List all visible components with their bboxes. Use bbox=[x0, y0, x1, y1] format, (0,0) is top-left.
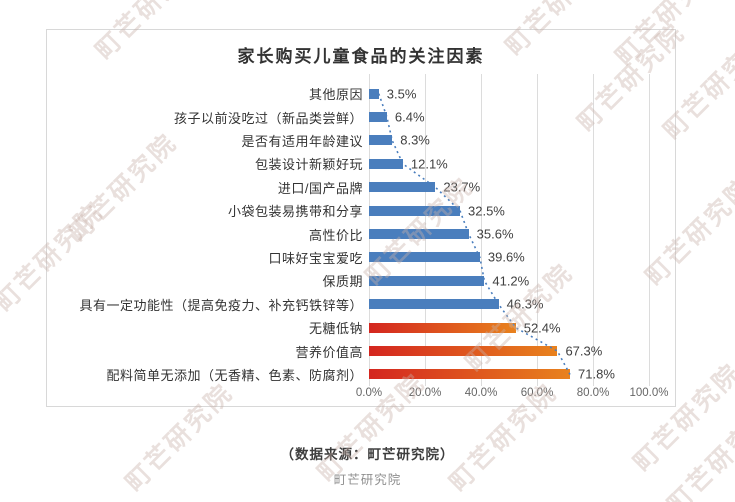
bar-track: 52.4% bbox=[369, 316, 649, 339]
category-label: 营养价值高 bbox=[295, 344, 363, 360]
x-axis-tick-label: 40.0% bbox=[464, 387, 498, 399]
value-label: 8.3% bbox=[400, 132, 430, 148]
category-label: 口味好宝宝爱吃 bbox=[268, 250, 363, 266]
bar bbox=[369, 182, 436, 193]
x-axis-tick-label: 60.0% bbox=[520, 387, 554, 399]
value-label: 23.7% bbox=[443, 179, 481, 195]
value-label: 3.5% bbox=[386, 86, 417, 102]
category-label: 孩子以前没吃过（新品类尝鲜） bbox=[173, 110, 363, 126]
bar bbox=[369, 346, 558, 357]
bar-row: 是否有适用年龄建议 8.3% bbox=[47, 129, 675, 152]
category-label: 高性价比 bbox=[308, 227, 363, 243]
x-axis-tick-label: 80.0% bbox=[576, 387, 610, 399]
bar-row: 包装设计新颖好玩 12.1% bbox=[47, 152, 675, 175]
bar bbox=[369, 88, 379, 99]
bar-row: 营养价值高 67.3% bbox=[47, 339, 675, 362]
bar-row: 保质期 41.2% bbox=[47, 269, 675, 292]
bar-row: 配料简单无添加（无香精、色素、防腐剂） 71.8% bbox=[47, 363, 675, 386]
category-label: 保质期 bbox=[322, 274, 363, 290]
x-axis-tick-label: 20.0% bbox=[408, 387, 442, 399]
gridline bbox=[537, 74, 538, 386]
bar-track: 46.3% bbox=[369, 293, 649, 316]
bar-rows: 其他原因 3.5% 孩子以前没吃过（新品类尝鲜） 6.4% 是否有适用年龄建议 8.3% 包… bbox=[47, 82, 675, 386]
category-label: 具有一定功能性（提高免疫力、补充钙铁锌等） bbox=[79, 297, 363, 313]
bar-track: 6.4% bbox=[369, 105, 649, 128]
bar-track: 41.2% bbox=[369, 269, 649, 292]
bar-row: 孩子以前没吃过（新品类尝鲜） 6.4% bbox=[47, 105, 675, 128]
bar bbox=[369, 369, 571, 380]
value-label: 39.6% bbox=[487, 249, 525, 265]
value-label: 6.4% bbox=[394, 109, 425, 125]
bar bbox=[369, 275, 485, 286]
bar-chart: 家长购买儿童食品的关注因素 其他原因 3.5% 孩子以前没吃过（新品类尝鲜） 6.4%… bbox=[46, 29, 676, 407]
bar-track: 23.7% bbox=[369, 176, 649, 199]
bar bbox=[369, 229, 469, 240]
category-label: 配料简单无添加（无香精、色素、防腐剂） bbox=[106, 367, 363, 383]
x-axis: 0.0% 20.0% 40.0% 60.0% 80.0% 100.0% bbox=[356, 387, 669, 403]
value-label: 71.8% bbox=[578, 366, 615, 382]
bar-row: 其他原因 3.5% bbox=[47, 82, 675, 105]
data-source-note: （数据来源：町芒研究院） bbox=[280, 447, 455, 462]
bar bbox=[369, 158, 403, 169]
bar-track: 8.3% bbox=[369, 129, 649, 152]
bar-track: 35.6% bbox=[369, 222, 649, 245]
category-label: 小袋包装易携带和分享 bbox=[227, 204, 363, 220]
bar-track: 12.1% bbox=[369, 152, 649, 175]
value-label: 46.3% bbox=[506, 296, 544, 312]
chart-title: 家长购买儿童食品的关注因素 bbox=[237, 47, 485, 66]
trendline bbox=[378, 93, 571, 375]
bar-track: 71.8% bbox=[369, 363, 649, 386]
category-label: 进口/国产品牌 bbox=[277, 180, 363, 196]
bar-track: 3.5% bbox=[369, 82, 649, 105]
category-label: 包装设计新颖好玩 bbox=[254, 157, 363, 173]
bar-row: 进口/国产品牌 23.7% bbox=[47, 176, 675, 199]
value-label: 67.3% bbox=[565, 343, 603, 359]
bar bbox=[369, 252, 480, 263]
bar-row: 无糖低钠 52.4% bbox=[47, 316, 675, 339]
value-label: 41.2% bbox=[492, 273, 530, 289]
bar-track: 39.6% bbox=[369, 246, 649, 269]
value-label: 12.1% bbox=[410, 156, 448, 172]
bar-row: 口味好宝宝爱吃 39.6% bbox=[47, 246, 675, 269]
x-axis-tick-label: 100.0% bbox=[629, 387, 669, 399]
bar-row: 具有一定功能性（提高免疫力、补充钙铁锌等） 46.3% bbox=[47, 293, 675, 316]
value-label: 32.5% bbox=[468, 203, 505, 219]
bar bbox=[369, 135, 393, 146]
gridline bbox=[593, 74, 594, 386]
value-label: 52.4% bbox=[523, 320, 561, 336]
category-label: 是否有适用年龄建议 bbox=[241, 133, 363, 149]
bar-row: 小袋包装易携带和分享 32.5% bbox=[47, 199, 675, 222]
bar bbox=[369, 112, 387, 123]
value-label: 35.6% bbox=[476, 226, 514, 242]
bar bbox=[369, 205, 460, 216]
category-label: 无糖低钠 bbox=[308, 321, 363, 337]
bar bbox=[369, 322, 516, 333]
page-caption: 町芒研究院 bbox=[333, 473, 402, 487]
bar-track: 32.5% bbox=[369, 199, 649, 222]
x-axis-tick-label: 0.0% bbox=[355, 387, 383, 399]
gridline bbox=[481, 74, 482, 386]
category-label: 其他原因 bbox=[308, 87, 363, 103]
plot-area: 其他原因 3.5% 孩子以前没吃过（新品类尝鲜） 6.4% 是否有适用年龄建议 8.3% 包… bbox=[47, 74, 675, 386]
gridline bbox=[649, 74, 650, 386]
bar bbox=[369, 299, 499, 310]
bar-row: 高性价比 35.6% bbox=[47, 222, 675, 245]
bar-track: 67.3% bbox=[369, 339, 649, 362]
